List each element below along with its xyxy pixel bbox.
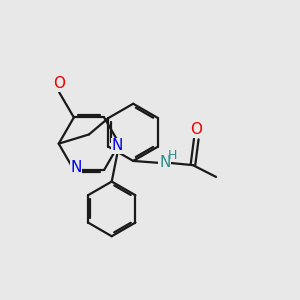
Text: N: N bbox=[112, 138, 123, 153]
Text: N: N bbox=[70, 160, 82, 175]
Text: N: N bbox=[159, 155, 170, 170]
Text: O: O bbox=[190, 122, 202, 137]
Text: H: H bbox=[168, 149, 177, 162]
Text: O: O bbox=[53, 76, 65, 91]
